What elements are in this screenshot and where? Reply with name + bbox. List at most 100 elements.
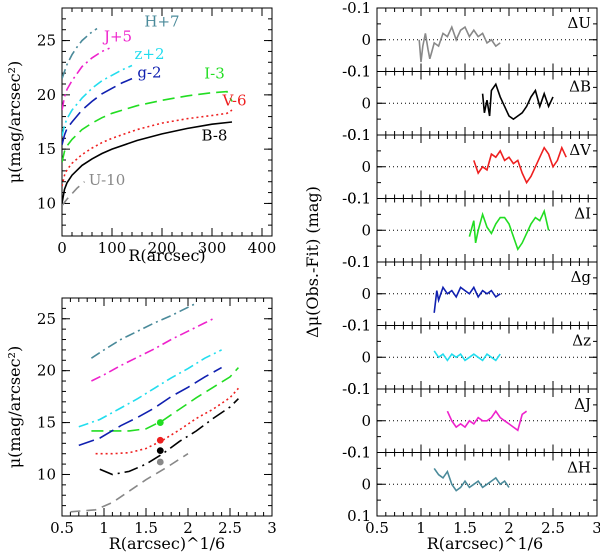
y-tick-label: 0.1 [347, 380, 371, 398]
x-tick-label: 100 [98, 239, 127, 257]
y-tick-label: -0.1 [342, 0, 371, 17]
y-tick-label: 25 [37, 310, 56, 328]
residual-line [418, 24, 501, 63]
x-tick-label: 2.5 [541, 519, 565, 537]
residual-line [433, 350, 501, 362]
r16-profile-panel: 0.5 1 1.5 2 2.5 3 10 15 20 25 [37, 297, 277, 537]
y-tick-label: 0 [361, 158, 371, 176]
y-tick-label: 0.1 [347, 317, 371, 335]
linear-y-axis-title: μ(mag/arcsec²) [5, 61, 24, 183]
x-tick-label: 200 [148, 239, 177, 257]
linear-profile-panel: 0 100 200 300 400 10 15 20 25 U-10 B-8 V-6 I-3 g-2z+2… [37, 7, 277, 257]
x-tick-label: 3 [267, 519, 277, 537]
y-tick-label: 10 [37, 465, 56, 483]
plot-frame [61, 7, 273, 237]
x-tick-label: 0.5 [50, 519, 74, 537]
residual-band-label: ΔU [568, 14, 591, 32]
x-tick-label: 2 [183, 519, 193, 537]
effective-radius-point [156, 419, 164, 426]
residual-panel-delta-h: 0.5 1 1.5 2 2.5 3 -0.1 0 0.1 ΔH [342, 444, 600, 538]
y-tick-label: 0.1 [347, 253, 371, 271]
plot-frame [61, 297, 273, 517]
x-tick-label: 1.5 [134, 519, 158, 537]
residual-band-label: Δz [572, 332, 591, 350]
residual-panel-delta-g: -0.1 0 0.1 Δg [342, 253, 598, 335]
curve-label-v6: V-6 [221, 92, 246, 110]
y-tick-label: 0.1 [347, 63, 371, 81]
residual-band-label: ΔB [569, 78, 591, 96]
y-tick-label: 0.1 [347, 507, 371, 525]
r16-y-axis-title: μ(mag/arcsec²) [5, 346, 24, 468]
y-tick-label: 10 [37, 194, 56, 212]
r16-profile-u10-line [70, 453, 189, 513]
r16-profile-h7-line [90, 302, 197, 359]
r16-x-axis-title: R(arcsec)^1/6 [109, 534, 225, 553]
residual-band-label: Δg [571, 268, 592, 286]
residual-panel-delta-j: -0.1 0 0.1 ΔJ [342, 380, 598, 462]
residual-band-label: ΔI [574, 205, 591, 223]
x-tick-label: 3 [592, 519, 600, 537]
x-tick-label: 0 [57, 239, 67, 257]
y-tick-label: 0.1 [347, 126, 371, 144]
r16-profile-v6-line [95, 387, 239, 455]
curve-label-g2: g-2 [137, 63, 161, 81]
y-tick-label: 25 [37, 32, 56, 50]
y-tick-label: 15 [37, 414, 56, 432]
profile-i3-line [62, 90, 233, 163]
x-tick-label: 400 [248, 239, 277, 257]
r16-profile-b8-line [99, 398, 239, 476]
x-tick-label: 1.5 [453, 519, 477, 537]
y-tick-label: 0 [361, 412, 371, 430]
y-tick-label: 20 [37, 86, 56, 104]
residual-line [473, 145, 567, 185]
residual-line [433, 467, 510, 492]
y-tick-label: 0 [361, 285, 371, 303]
r16-profile-g2-line [78, 366, 222, 447]
residual-panels: -0.1 0 0.1 ΔU -0.1 0 0.1 ΔB -0.1 0 0.1 ΔV -0.1 0 0.1 ΔI… [342, 0, 600, 537]
x-tick-label: 1 [416, 519, 426, 537]
residual-band-label: ΔV [569, 141, 592, 159]
residual-panel-delta-i: -0.1 0 0.1 ΔI [342, 190, 598, 271]
residual-line [433, 285, 501, 313]
y-tick-label: 0 [361, 31, 371, 49]
curve-label-i3: I-3 [204, 65, 225, 83]
curve-label-z2: z+2 [134, 45, 164, 63]
linear-x-axis-title: R(arcsec) [128, 246, 205, 265]
curve-label-u10: U-10 [89, 171, 126, 189]
residual-line [446, 409, 528, 432]
x-tick-label: 0.5 [365, 519, 389, 537]
y-tick-label: -0.1 [342, 253, 371, 271]
x-tick-label: 2.5 [218, 519, 242, 537]
y-tick-label: 0.1 [347, 444, 371, 462]
y-tick-label: -0.1 [342, 190, 371, 208]
curve-label-j5: J+5 [102, 28, 132, 46]
residual-panel-delta-v: -0.1 0 0.1 ΔV [342, 126, 598, 208]
y-tick-label: 0 [361, 348, 371, 366]
y-tick-label: -0.1 [342, 63, 371, 81]
x-tick-label: 300 [198, 239, 227, 257]
effective-radius-point [156, 458, 164, 466]
profile-u10-line [62, 181, 86, 207]
residual-y-axis-title: Δμ(Obs.-Fit) (mag) [303, 186, 322, 338]
y-tick-label: 15 [37, 140, 56, 158]
residual-panel-delta-z: -0.1 0 0.1 Δz [342, 317, 598, 398]
curve-label-h7: H+7 [144, 12, 179, 30]
effective-radius-point [156, 447, 164, 454]
y-tick-label: -0.1 [342, 380, 371, 398]
y-tick-label: 0.1 [347, 190, 371, 208]
residual-band-label: ΔJ [574, 395, 591, 413]
residual-panel-delta-u: -0.1 0 0.1 ΔU [342, 0, 598, 81]
residual-x-axis-title: R(arcsec)^1/6 [427, 534, 543, 553]
y-tick-label: 0 [361, 475, 371, 493]
profile-j5-line [62, 47, 110, 111]
residual-line [468, 208, 550, 252]
r16-profile-z2-line [78, 349, 222, 428]
profile-b8-line [62, 121, 233, 204]
y-tick-label: 0 [361, 94, 371, 112]
profile-z2-line [62, 64, 133, 137]
r16-profile-j5-line [91, 318, 214, 382]
x-tick-label: 2 [504, 519, 514, 537]
profile-g2-line [62, 77, 133, 145]
y-tick-label: 20 [37, 362, 56, 380]
